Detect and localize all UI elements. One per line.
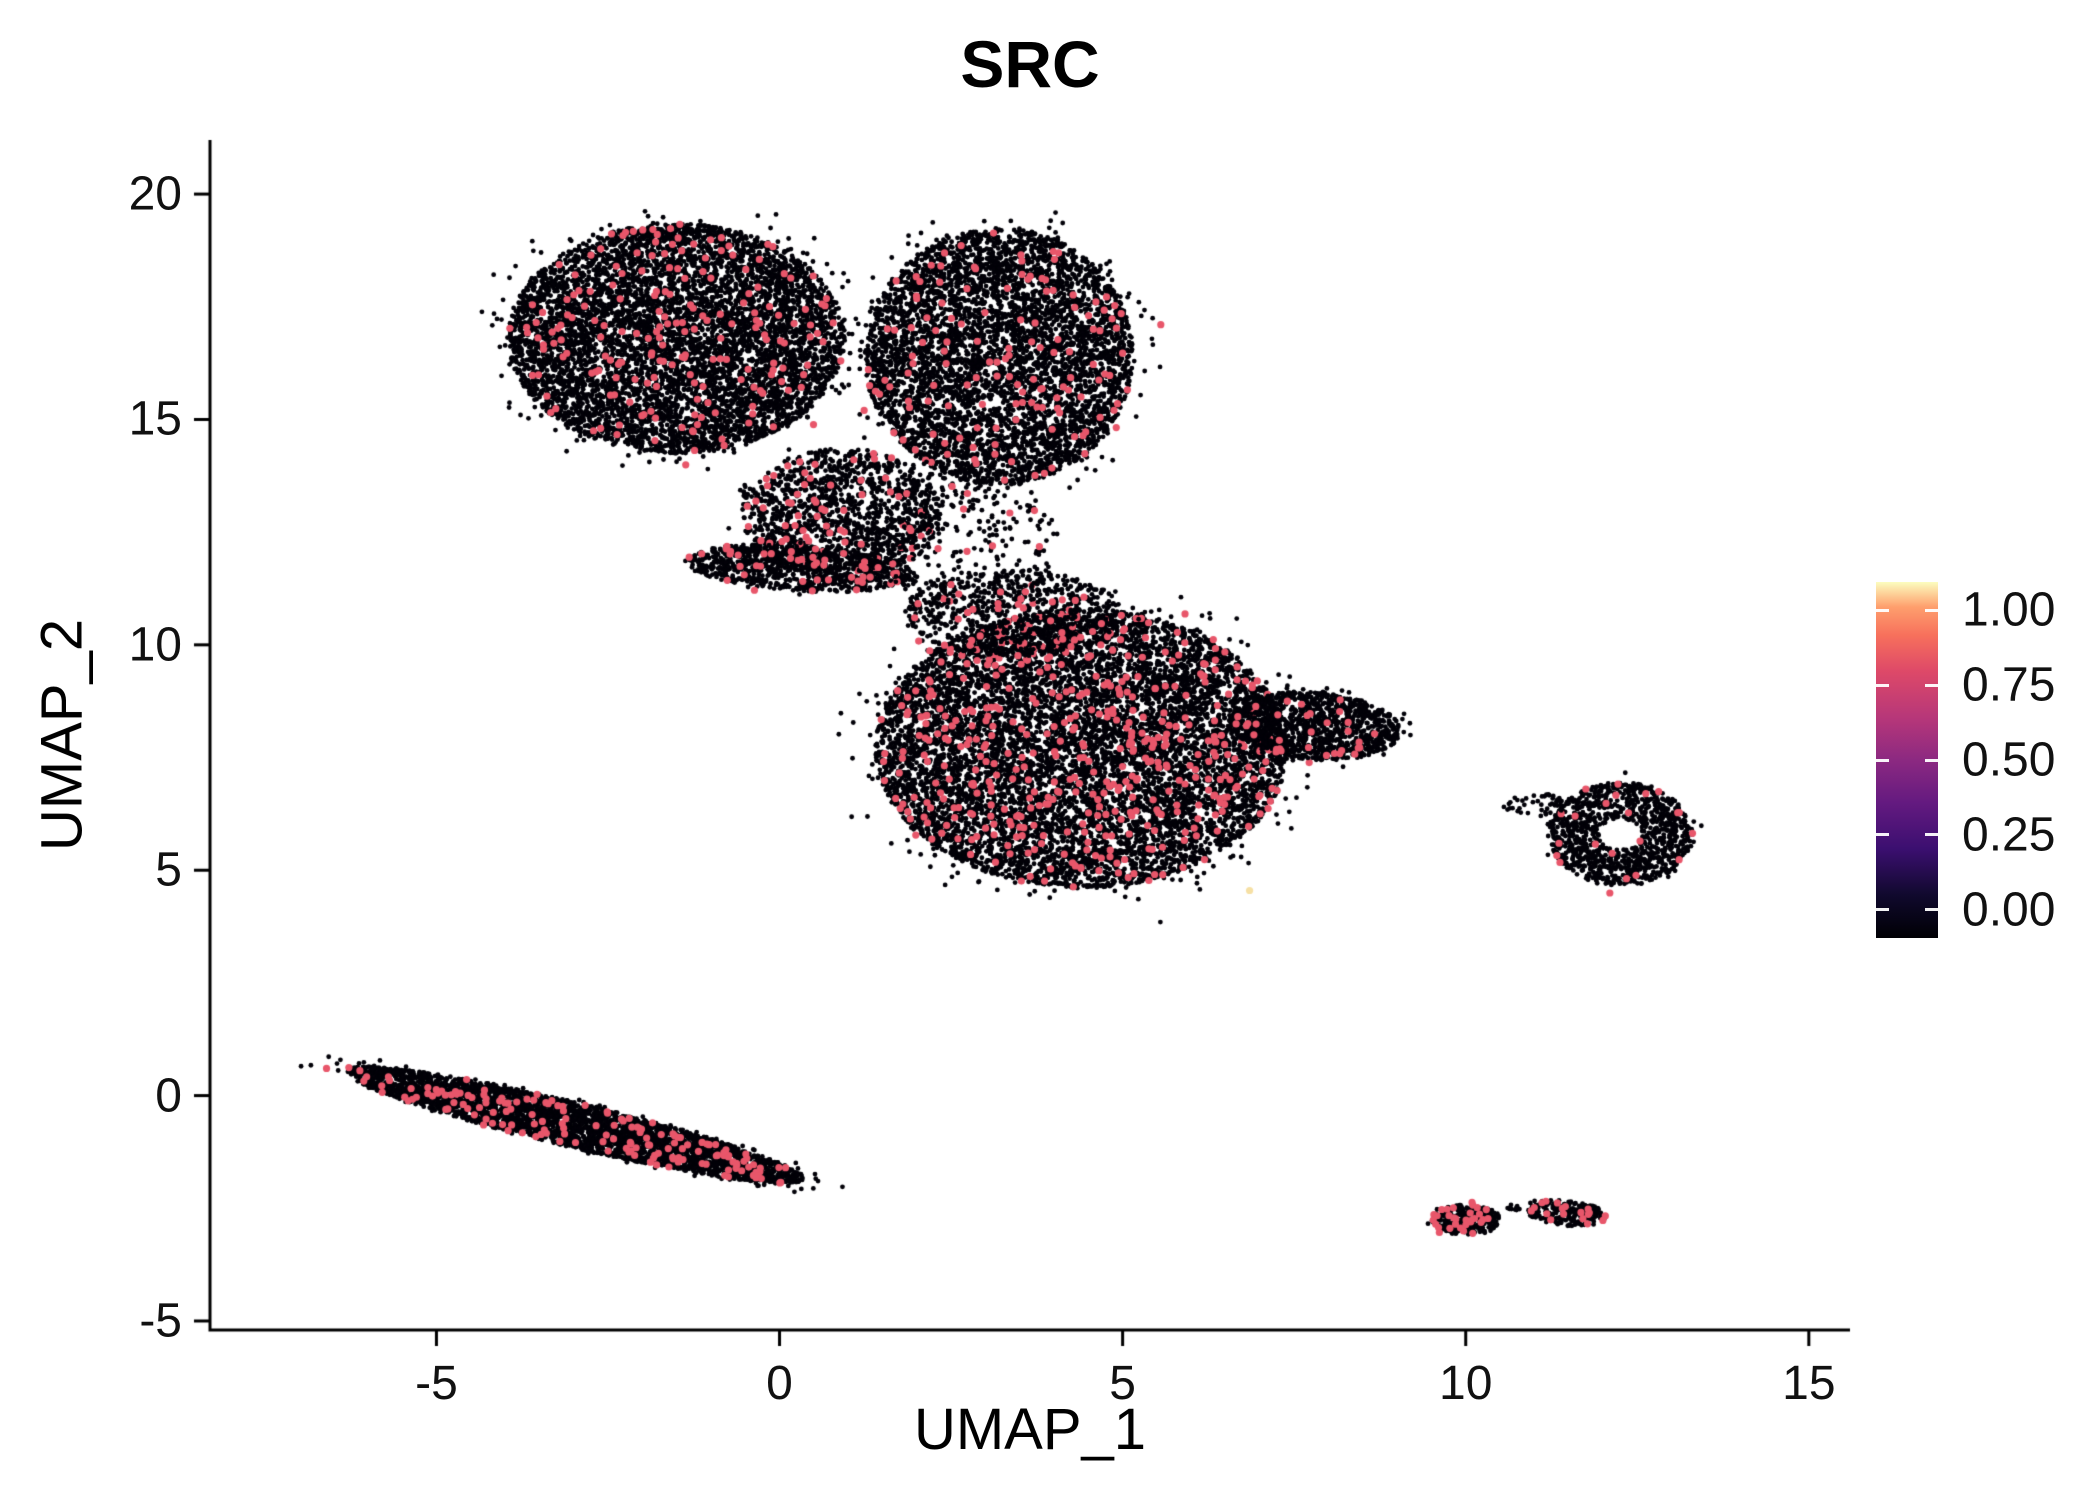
- x-tick-label: 15: [1782, 1357, 1836, 1410]
- x-tick-label: 10: [1439, 1357, 1493, 1410]
- y-tick-label: 5: [155, 843, 182, 897]
- colorbar-tick-mark: [1876, 683, 1889, 687]
- x-tick-label: 0: [766, 1357, 793, 1410]
- colorbar-tick-mark: [1925, 758, 1938, 762]
- x-tick-label: -5: [415, 1357, 458, 1410]
- colorbar-tick-mark: [1876, 908, 1889, 912]
- y-tick-label: 0: [155, 1069, 182, 1123]
- expression-colorbar: 1.00 0.75 0.50 0.25 0.00: [1876, 582, 2100, 938]
- y-tick-label: -5: [139, 1294, 182, 1348]
- plot-title: SRC: [960, 27, 1100, 101]
- colorbar-tick-mark: [1876, 833, 1889, 837]
- colorbar-tick-mark: [1925, 833, 1938, 837]
- colorbar-tick-label: 0.75: [1962, 658, 2056, 712]
- colorbar-tick-label: 1.00: [1962, 583, 2056, 637]
- colorbar-tick-mark: [1925, 908, 1938, 912]
- colorbar-gradient: [1876, 582, 1938, 938]
- y-tick-label: 20: [128, 167, 182, 221]
- colorbar-tick-label: 0.50: [1962, 733, 2056, 787]
- colorbar-tick-label: 0.25: [1962, 808, 2056, 862]
- x-tick-label: 5: [1109, 1357, 1136, 1410]
- colorbar-tick-mark: [1925, 683, 1938, 687]
- y-tick-label: 15: [128, 392, 182, 446]
- colorbar-tick-mark: [1925, 608, 1938, 612]
- colorbar-tick-label: 0.00: [1962, 883, 2056, 937]
- colorbar-tick-mark: [1876, 608, 1889, 612]
- colorbar-tick-mark: [1876, 758, 1889, 762]
- x-axis-label: UMAP_1: [913, 1397, 1147, 1462]
- y-tick-label: 10: [128, 618, 182, 672]
